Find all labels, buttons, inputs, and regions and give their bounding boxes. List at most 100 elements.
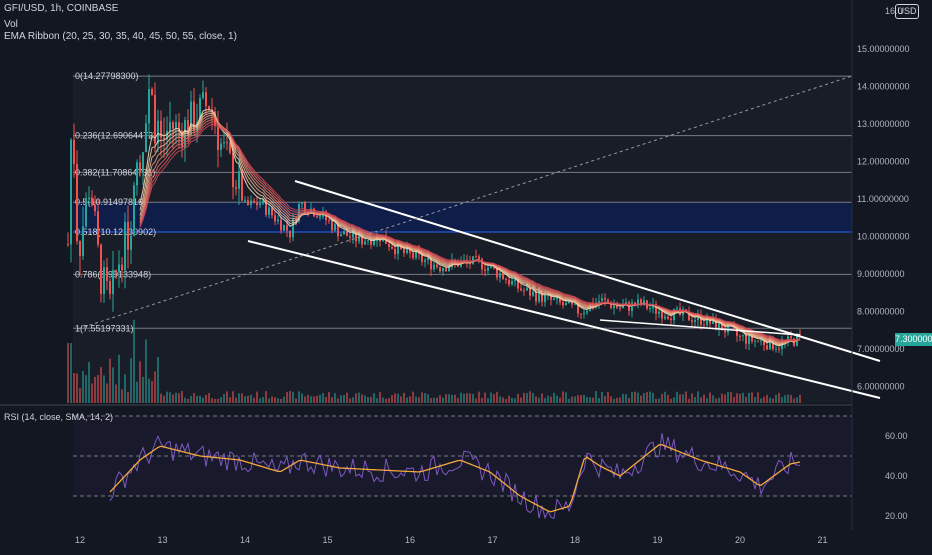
volume-bar [307,394,309,403]
volume-bar [745,396,747,403]
candle-body [484,269,486,271]
volume-bar [640,395,642,403]
volume-bar [742,392,744,403]
volume-bar [121,389,123,403]
candle-body [157,120,159,144]
symbol-legend[interactable]: GFI/USD, 1h, COINBASE [4,3,119,14]
volume-bar [556,395,558,403]
volume-bar [784,395,786,403]
volume-bar [583,394,585,403]
volume-bar [361,394,363,403]
candle-body [568,300,570,304]
volume-bar [409,396,411,403]
candle-body [649,308,651,310]
candle-body [160,120,162,138]
volume-bar [403,392,405,403]
candle-body [244,200,246,202]
candle-body [535,291,537,302]
volume-bar [79,388,81,403]
fib-label-3: 0.5(10.91497816) [75,197,146,207]
candle-body [601,298,603,302]
volume-bar [286,392,288,403]
volume-bar [451,394,453,403]
candle-body [145,123,147,153]
candle-body [289,230,291,238]
volume-bar [250,394,252,403]
candle-body [421,254,423,262]
candle-body [85,198,87,227]
volume-bar [259,398,261,403]
volume-bar [766,394,768,403]
volume-bar [592,397,594,403]
volume-bar [325,396,327,403]
volume-bar [271,396,273,403]
volume-bar [241,393,243,403]
candle-body [133,185,135,236]
candle-body [637,299,639,306]
volume-bar [421,392,423,403]
volume-bar [685,391,687,403]
candle-body [67,244,69,245]
volume-bar [637,392,639,403]
volume-bar [601,391,603,403]
candle-body [787,336,789,342]
candle-body [751,333,753,342]
volume-bar [100,367,102,403]
candle-body [775,348,777,350]
volume-legend[interactable]: Vol [4,19,18,30]
volume-bar [373,393,375,403]
volume-bar [151,380,153,403]
candle-body [238,171,240,189]
candle-body [616,305,618,308]
volume-bar [439,395,441,403]
rsi-legend[interactable]: RSI (14, close, SMA, 14, 2) [4,412,114,422]
time-tick: 13 [157,535,167,545]
currency-badge[interactable]: USD [895,4,919,19]
candle-body [352,231,354,238]
volume-bar [760,398,762,403]
candle-body [118,264,120,273]
volume-bar [73,373,75,403]
candle-body [697,314,699,321]
candle-body [286,225,288,231]
volume-bar [586,396,588,403]
candle-body [220,143,222,150]
fib-zone-band [73,202,852,232]
volume-bar [328,392,330,403]
time-tick: 21 [817,535,827,545]
volume-bar [169,392,171,403]
volume-bar [559,397,561,403]
upper-trendline [294,180,881,362]
volume-bar [727,391,729,403]
candle-body [703,324,705,326]
candle-body [583,312,585,314]
volume-bar [457,398,459,403]
candle-body [142,152,144,172]
candle-body [610,302,612,309]
volume-bar [190,395,192,403]
volume-bar [796,397,798,403]
volume-bar [127,392,129,403]
candle-body [148,89,150,124]
volume-bar [160,393,162,403]
volume-bar [523,392,525,403]
candle-body [652,304,654,309]
volume-bar [244,396,246,403]
volume-bar [118,354,120,403]
ema-ribbon-legend[interactable]: EMA Ribbon (20, 25, 30, 35, 40, 45, 50, … [4,31,237,42]
volume-bar [268,398,270,403]
volume-bar [613,398,615,403]
candle-body [277,219,279,222]
candle-body [271,207,273,216]
volume-bar [493,394,495,403]
candle-body [181,130,183,148]
volume-bar [424,392,426,403]
volume-bar [163,395,165,403]
volume-bar [88,362,90,403]
candle-body [283,225,285,231]
volume-bar [340,395,342,403]
candle-body [391,246,393,249]
volume-bar [595,391,597,403]
